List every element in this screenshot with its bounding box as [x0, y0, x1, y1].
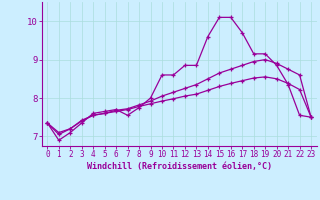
X-axis label: Windchill (Refroidissement éolien,°C): Windchill (Refroidissement éolien,°C) [87, 162, 272, 171]
